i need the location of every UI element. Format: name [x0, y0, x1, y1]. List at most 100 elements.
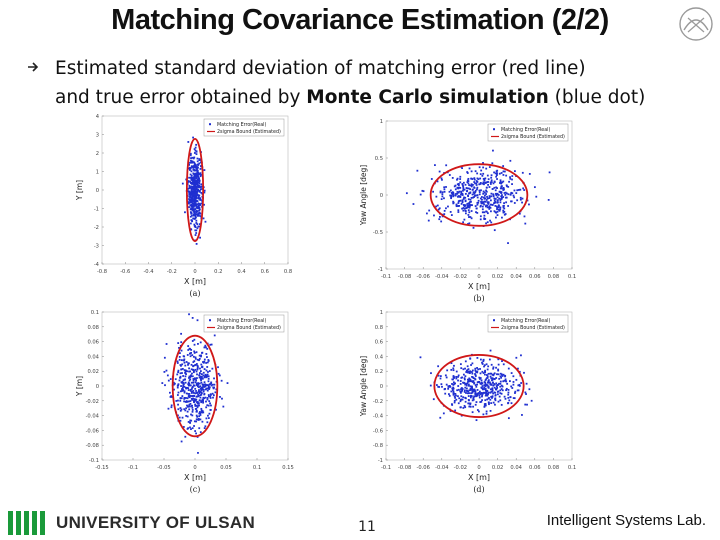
data-point — [484, 382, 487, 385]
data-point — [505, 380, 508, 383]
data-point — [454, 194, 457, 197]
data-point — [192, 355, 195, 358]
data-point — [464, 360, 467, 363]
data-point — [497, 369, 500, 372]
x-tick-label: 0.08 — [548, 465, 560, 471]
data-point — [181, 395, 184, 397]
data-point — [193, 343, 196, 346]
data-point — [476, 370, 479, 373]
data-point — [515, 192, 518, 194]
data-point — [199, 431, 202, 434]
data-point — [508, 180, 510, 183]
data-point — [498, 172, 501, 175]
data-point — [176, 373, 179, 376]
data-point — [198, 180, 201, 183]
data-point — [466, 382, 469, 385]
data-point — [504, 193, 507, 196]
data-point — [486, 398, 489, 401]
data-point — [181, 363, 184, 366]
data-point — [204, 396, 207, 399]
y-tick-label: -0.02 — [86, 399, 99, 405]
data-point — [199, 396, 202, 399]
data-point — [485, 392, 488, 395]
x-tick-label: -0.1 — [128, 465, 138, 471]
data-point — [462, 186, 465, 189]
data-point — [501, 389, 504, 392]
data-point — [459, 363, 462, 366]
data-point — [195, 363, 198, 365]
data-point — [483, 365, 485, 368]
data-point — [462, 188, 465, 191]
data-point — [457, 182, 460, 185]
data-point — [196, 210, 199, 213]
data-point — [484, 177, 487, 180]
data-point — [190, 397, 193, 400]
data-point — [196, 401, 199, 403]
data-point — [178, 346, 180, 349]
data-point — [483, 391, 486, 394]
data-point — [192, 186, 195, 189]
data-point — [519, 188, 522, 191]
data-point — [497, 390, 500, 393]
data-point — [192, 397, 195, 400]
data-point — [440, 220, 443, 223]
data-point — [199, 199, 202, 201]
data-point — [456, 178, 458, 181]
data-point — [197, 214, 199, 217]
data-point — [193, 352, 196, 354]
data-point — [482, 182, 484, 185]
data-point — [499, 385, 502, 388]
data-point — [190, 207, 193, 210]
data-point — [432, 190, 434, 193]
data-point — [194, 191, 196, 194]
data-point — [199, 372, 201, 375]
data-point — [196, 385, 199, 388]
data-point — [469, 370, 472, 373]
data-point — [475, 393, 478, 396]
data-point — [188, 313, 190, 316]
data-point — [489, 375, 492, 378]
data-point — [454, 184, 457, 187]
x-tick-label: 0.1 — [253, 465, 261, 471]
data-point — [470, 217, 473, 220]
data-point — [188, 379, 191, 382]
data-point — [209, 343, 212, 346]
data-point — [509, 380, 511, 383]
data-point — [176, 362, 179, 364]
data-point — [489, 199, 492, 202]
data-point — [487, 183, 489, 186]
data-point — [478, 191, 481, 194]
data-point — [499, 187, 502, 190]
data-point — [203, 376, 206, 379]
data-point — [455, 203, 458, 206]
data-point — [517, 189, 520, 191]
x-tick-label: 0.04 — [510, 465, 522, 471]
data-point — [476, 203, 479, 206]
data-point — [489, 382, 492, 385]
data-point — [491, 389, 494, 392]
data-point — [479, 197, 482, 200]
data-point — [193, 350, 196, 353]
data-point — [209, 397, 212, 399]
data-point — [205, 369, 208, 372]
data-point — [191, 187, 194, 190]
data-point — [190, 348, 193, 351]
data-point — [194, 215, 197, 218]
data-point — [471, 204, 473, 207]
data-point — [487, 178, 490, 181]
data-point — [490, 402, 493, 404]
data-point — [217, 366, 219, 369]
data-point — [472, 398, 475, 401]
data-point — [460, 388, 462, 391]
data-point — [488, 208, 491, 210]
data-point — [174, 382, 176, 385]
data-point — [191, 156, 194, 159]
data-point — [448, 174, 451, 176]
data-point — [444, 374, 447, 377]
data-point — [181, 368, 184, 370]
data-point — [469, 403, 472, 406]
y-tick-label: -0.8 — [373, 443, 383, 449]
data-point — [500, 373, 503, 376]
data-point — [488, 196, 491, 199]
sigma-bound-ellipse — [433, 354, 525, 418]
